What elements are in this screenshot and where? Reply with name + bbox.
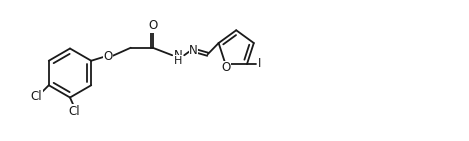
Text: I: I	[258, 57, 262, 70]
Text: O: O	[148, 19, 157, 32]
Text: Cl: Cl	[68, 105, 80, 118]
Text: O: O	[221, 61, 230, 74]
Text: O: O	[103, 50, 113, 63]
Text: N: N	[189, 44, 198, 57]
Text: N: N	[174, 49, 183, 62]
Text: H: H	[174, 56, 182, 66]
Text: Cl: Cl	[30, 90, 42, 103]
